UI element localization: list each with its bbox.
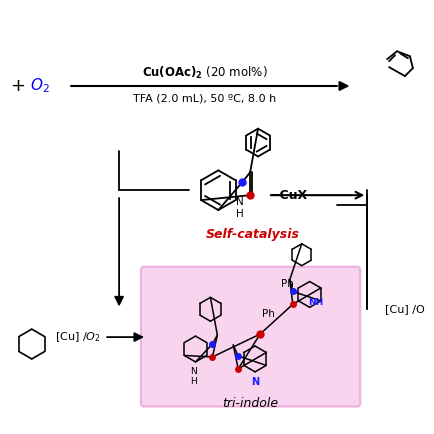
Text: N
H: N H [237,197,244,219]
Text: [Cu] /O: [Cu] /O [385,304,425,314]
Text: $\bf{Cu(OAc)_2}$ (20 mol%): $\bf{Cu(OAc)_2}$ (20 mol%) [141,65,267,81]
Text: [Cu] /$O_2$: [Cu] /$O_2$ [55,330,100,344]
Text: tri-indole: tri-indole [222,397,278,410]
Text: N: N [251,377,259,387]
Text: Self-catalysis: Self-catalysis [206,228,300,241]
Text: ─CuX: ─CuX [272,189,307,202]
FancyBboxPatch shape [141,266,360,407]
Text: Ph: Ph [262,309,274,319]
Text: TFA (2.0 mL), 50 ºC, 8.0 h: TFA (2.0 mL), 50 ºC, 8.0 h [133,94,276,104]
Text: Ph: Ph [281,279,294,289]
Text: $O_2$: $O_2$ [30,77,49,95]
Text: +: + [10,77,25,95]
Text: NH: NH [308,298,323,307]
Text: N
H: N H [190,367,197,386]
